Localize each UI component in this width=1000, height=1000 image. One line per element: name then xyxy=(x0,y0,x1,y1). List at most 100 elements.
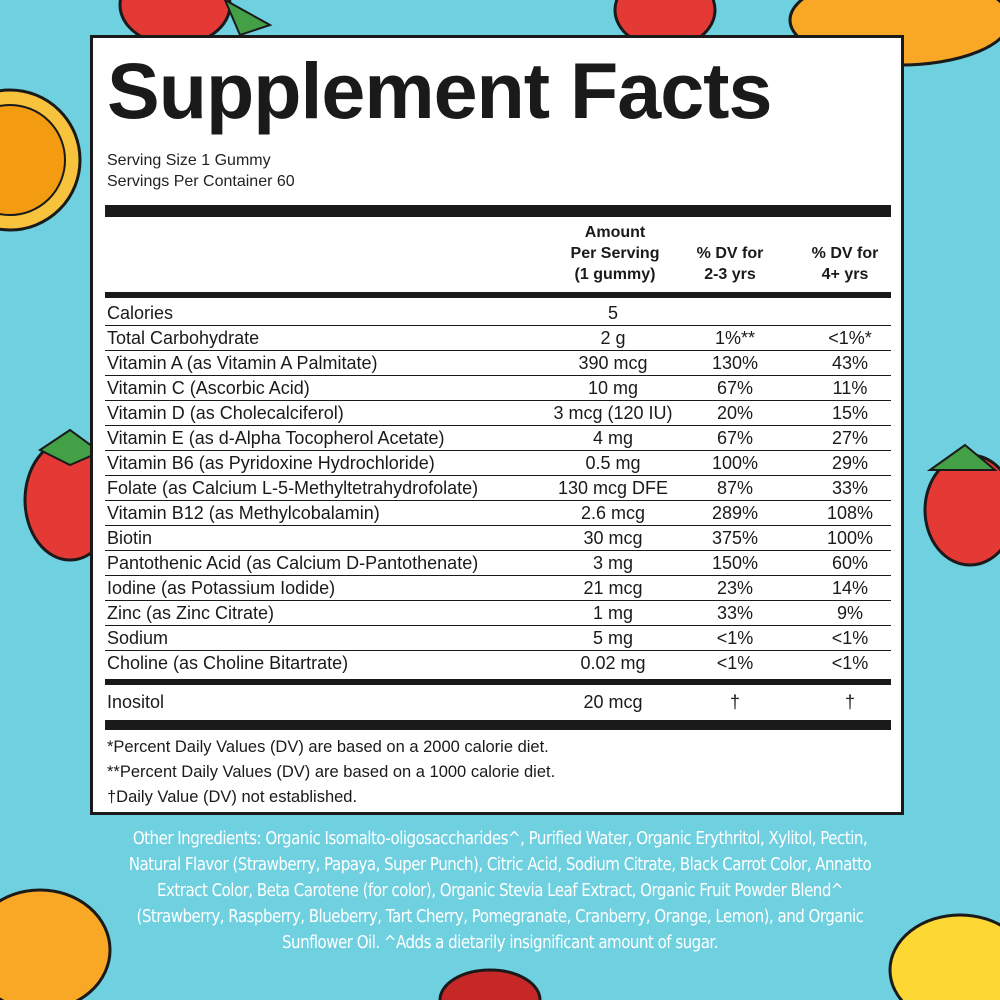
nutrient-dv-4-plus: 29% xyxy=(831,453,869,473)
footnote: *Percent Daily Values (DV) are based on … xyxy=(107,738,549,756)
supplement-facts-panel: Supplement Facts Serving Size 1 Gummy Se… xyxy=(90,35,904,815)
nutrient-name: Inositol xyxy=(107,692,165,712)
nutrient-dv-4-plus: 15% xyxy=(831,403,869,423)
nutrient-dv-4-plus: <1% xyxy=(831,628,869,648)
nutrient-dv-4-plus: 11% xyxy=(832,378,868,398)
nutrient-dv-4-plus: 108% xyxy=(826,503,874,523)
nutrient-amount: 390 mcg xyxy=(578,353,648,373)
nutrient-dv-4-plus: 9% xyxy=(836,603,863,623)
table-row: Biotin 30 mcg 375% 100% xyxy=(105,526,891,551)
table-row: Vitamin B6 (as Pyridoxine Hydrochloride)… xyxy=(105,451,891,476)
serving-size: Serving Size 1 Gummy xyxy=(107,152,271,169)
nutrient-dv-4-plus: 60% xyxy=(831,553,869,573)
divider-thick xyxy=(105,205,891,217)
nutrient-dv-2-3: 67% xyxy=(716,428,754,448)
nutrient-amount: 5 xyxy=(607,303,618,323)
table-row: Vitamin A (as Vitamin A Palmitate) 390 mc… xyxy=(105,351,891,376)
table-row: Choline (as Choline Bitartrate) 0.02 mg <1… xyxy=(105,651,891,675)
table-row: Vitamin B12 (as Methylcobalamin) 2.6 mcg 2… xyxy=(105,501,891,526)
header-dv-4-plus-yrs: % DV for 4+ yrs xyxy=(811,245,879,283)
nutrient-dv-2-3: 150% xyxy=(711,553,759,573)
nutrient-amount: 2.6 mcg xyxy=(580,503,646,523)
table-row: Pantothenic Acid (as Calcium D-Pantothen… xyxy=(105,551,891,576)
nutrient-dv-2-3: 100% xyxy=(711,453,759,473)
nutrient-dv-2-3: 20% xyxy=(716,403,754,423)
nutrient-name: Vitamin E (as d-Alpha Tocopherol Acetate… xyxy=(107,428,445,448)
table-row: Calories 5 xyxy=(105,301,891,326)
table-row-other: Inositol 20 mcg † † xyxy=(105,688,891,716)
servings-per-container: Servings Per Container 60 xyxy=(107,173,295,190)
nutrient-dv-4-plus: 100% xyxy=(826,528,874,548)
nutrient-amount: 130 mcg DFE xyxy=(557,478,669,498)
nutrient-dv-2-3: † xyxy=(729,692,740,712)
nutrient-amount: 10 mg xyxy=(587,378,639,398)
nutrient-name: Zinc (as Zinc Citrate) xyxy=(107,603,275,623)
nutrient-dv-4-plus: 43% xyxy=(831,353,869,373)
nutrient-dv-2-3: 289% xyxy=(711,503,759,523)
nutrient-dv-2-3: 67% xyxy=(716,378,754,398)
nutrient-amount: 3 mcg (120 IU) xyxy=(553,403,673,423)
header-amount: Amount Per Serving (1 gummy) xyxy=(570,224,660,283)
nutrient-dv-2-3: 87% xyxy=(716,478,754,498)
nutrient-amount: 3 mg xyxy=(592,553,634,573)
nutrient-dv-4-plus: 33% xyxy=(831,478,869,498)
nutrient-name: Choline (as Choline Bitartrate) xyxy=(107,653,349,673)
table-row: Total Carbohydrate 2 g 1%** <1%* xyxy=(105,326,891,351)
nutrient-name: Sodium xyxy=(107,628,169,648)
table-row: Folate (as Calcium L-5-Methyltetrahydrof… xyxy=(105,476,891,501)
divider-medium xyxy=(105,292,891,298)
nutrient-name: Vitamin B6 (as Pyridoxine Hydrochloride) xyxy=(107,453,435,473)
nutrient-dv-2-3: 1%** xyxy=(714,328,756,348)
table-row: Sodium 5 mg <1% <1% xyxy=(105,626,891,651)
nutrient-name: Total Carbohydrate xyxy=(107,328,260,348)
nutrient-name: Pantothenic Acid (as Calcium D-Pantothen… xyxy=(107,553,479,573)
lemon-icon xyxy=(888,913,1000,1000)
table-row: Iodine (as Potassium Iodide) 21 mcg 23% 14% xyxy=(105,576,891,601)
strawberry-icon xyxy=(438,968,542,1000)
nutrient-dv-4-plus: † xyxy=(844,692,855,712)
table-row: Vitamin C (Ascorbic Acid) 10 mg 67% 11% xyxy=(105,376,891,401)
nutrient-dv-2-3: 130% xyxy=(711,353,759,373)
nutrient-name: Iodine (as Potassium Iodide) xyxy=(107,578,336,598)
nutrient-name: Vitamin D (as Cholecalciferol) xyxy=(107,403,344,423)
nutrient-amount: 0.5 mg xyxy=(585,453,641,473)
nutrient-table: Calories 5 Total Carbohydrate 2 g 1%** <1%* Vi… xyxy=(105,301,891,675)
footnote: **Percent Daily Values (DV) are based on… xyxy=(107,763,556,781)
nutrient-amount: 2 g xyxy=(600,328,626,348)
nutrient-amount: 0.02 mg xyxy=(580,653,646,673)
nutrient-amount: 1 mg xyxy=(592,603,634,623)
nutrient-dv-2-3: <1% xyxy=(716,653,754,673)
nutrient-dv-4-plus: 27% xyxy=(831,428,869,448)
header-dv-2-3-yrs: % DV for 2-3 yrs xyxy=(696,245,764,283)
divider-thick xyxy=(105,720,891,730)
nutrient-dv-2-3: <1% xyxy=(716,628,754,648)
nutrient-amount: 5 mg xyxy=(592,628,634,648)
nutrient-dv-2-3: 23% xyxy=(716,578,754,598)
nutrient-name: Vitamin C (Ascorbic Acid) xyxy=(107,378,310,398)
nutrient-name: Calories xyxy=(107,303,174,323)
table-row: Vitamin D (as Cholecalciferol) 3 mcg (120… xyxy=(105,401,891,426)
other-ingredients: Other Ingredients: Organic Isomalto-olig… xyxy=(128,829,872,953)
nutrient-name: Vitamin B12 (as Methylcobalamin) xyxy=(107,503,380,523)
divider-medium xyxy=(105,679,891,685)
panel-title: Supplement Facts xyxy=(107,46,772,135)
nutrient-amount: 21 mcg xyxy=(583,578,643,598)
papaya-icon xyxy=(0,888,112,1000)
nutrient-amount: 30 mcg xyxy=(583,528,643,548)
nutrient-name: Biotin xyxy=(107,528,153,548)
nutrient-dv-2-3: 375% xyxy=(711,528,759,548)
table-row: Zinc (as Zinc Citrate) 1 mg 33% 9% xyxy=(105,601,891,626)
strawberry-icon xyxy=(923,443,1000,567)
footnote: †Daily Value (DV) not established. xyxy=(107,788,358,806)
nutrient-dv-2-3: 33% xyxy=(716,603,754,623)
nutrient-name: Vitamin A (as Vitamin A Palmitate) xyxy=(107,353,378,373)
nutrient-dv-4-plus: <1% xyxy=(831,653,869,673)
nutrient-dv-4-plus: 14% xyxy=(831,578,869,598)
nutrient-dv-4-plus: <1%* xyxy=(828,328,872,348)
strawberry-icon xyxy=(118,0,273,47)
nutrient-amount: 20 mcg xyxy=(583,692,643,712)
nutrient-amount: 4 mg xyxy=(592,428,634,448)
nutrient-name: Folate (as Calcium L-5-Methyltetrahydrof… xyxy=(107,478,479,498)
orange-slice-icon xyxy=(0,88,82,232)
